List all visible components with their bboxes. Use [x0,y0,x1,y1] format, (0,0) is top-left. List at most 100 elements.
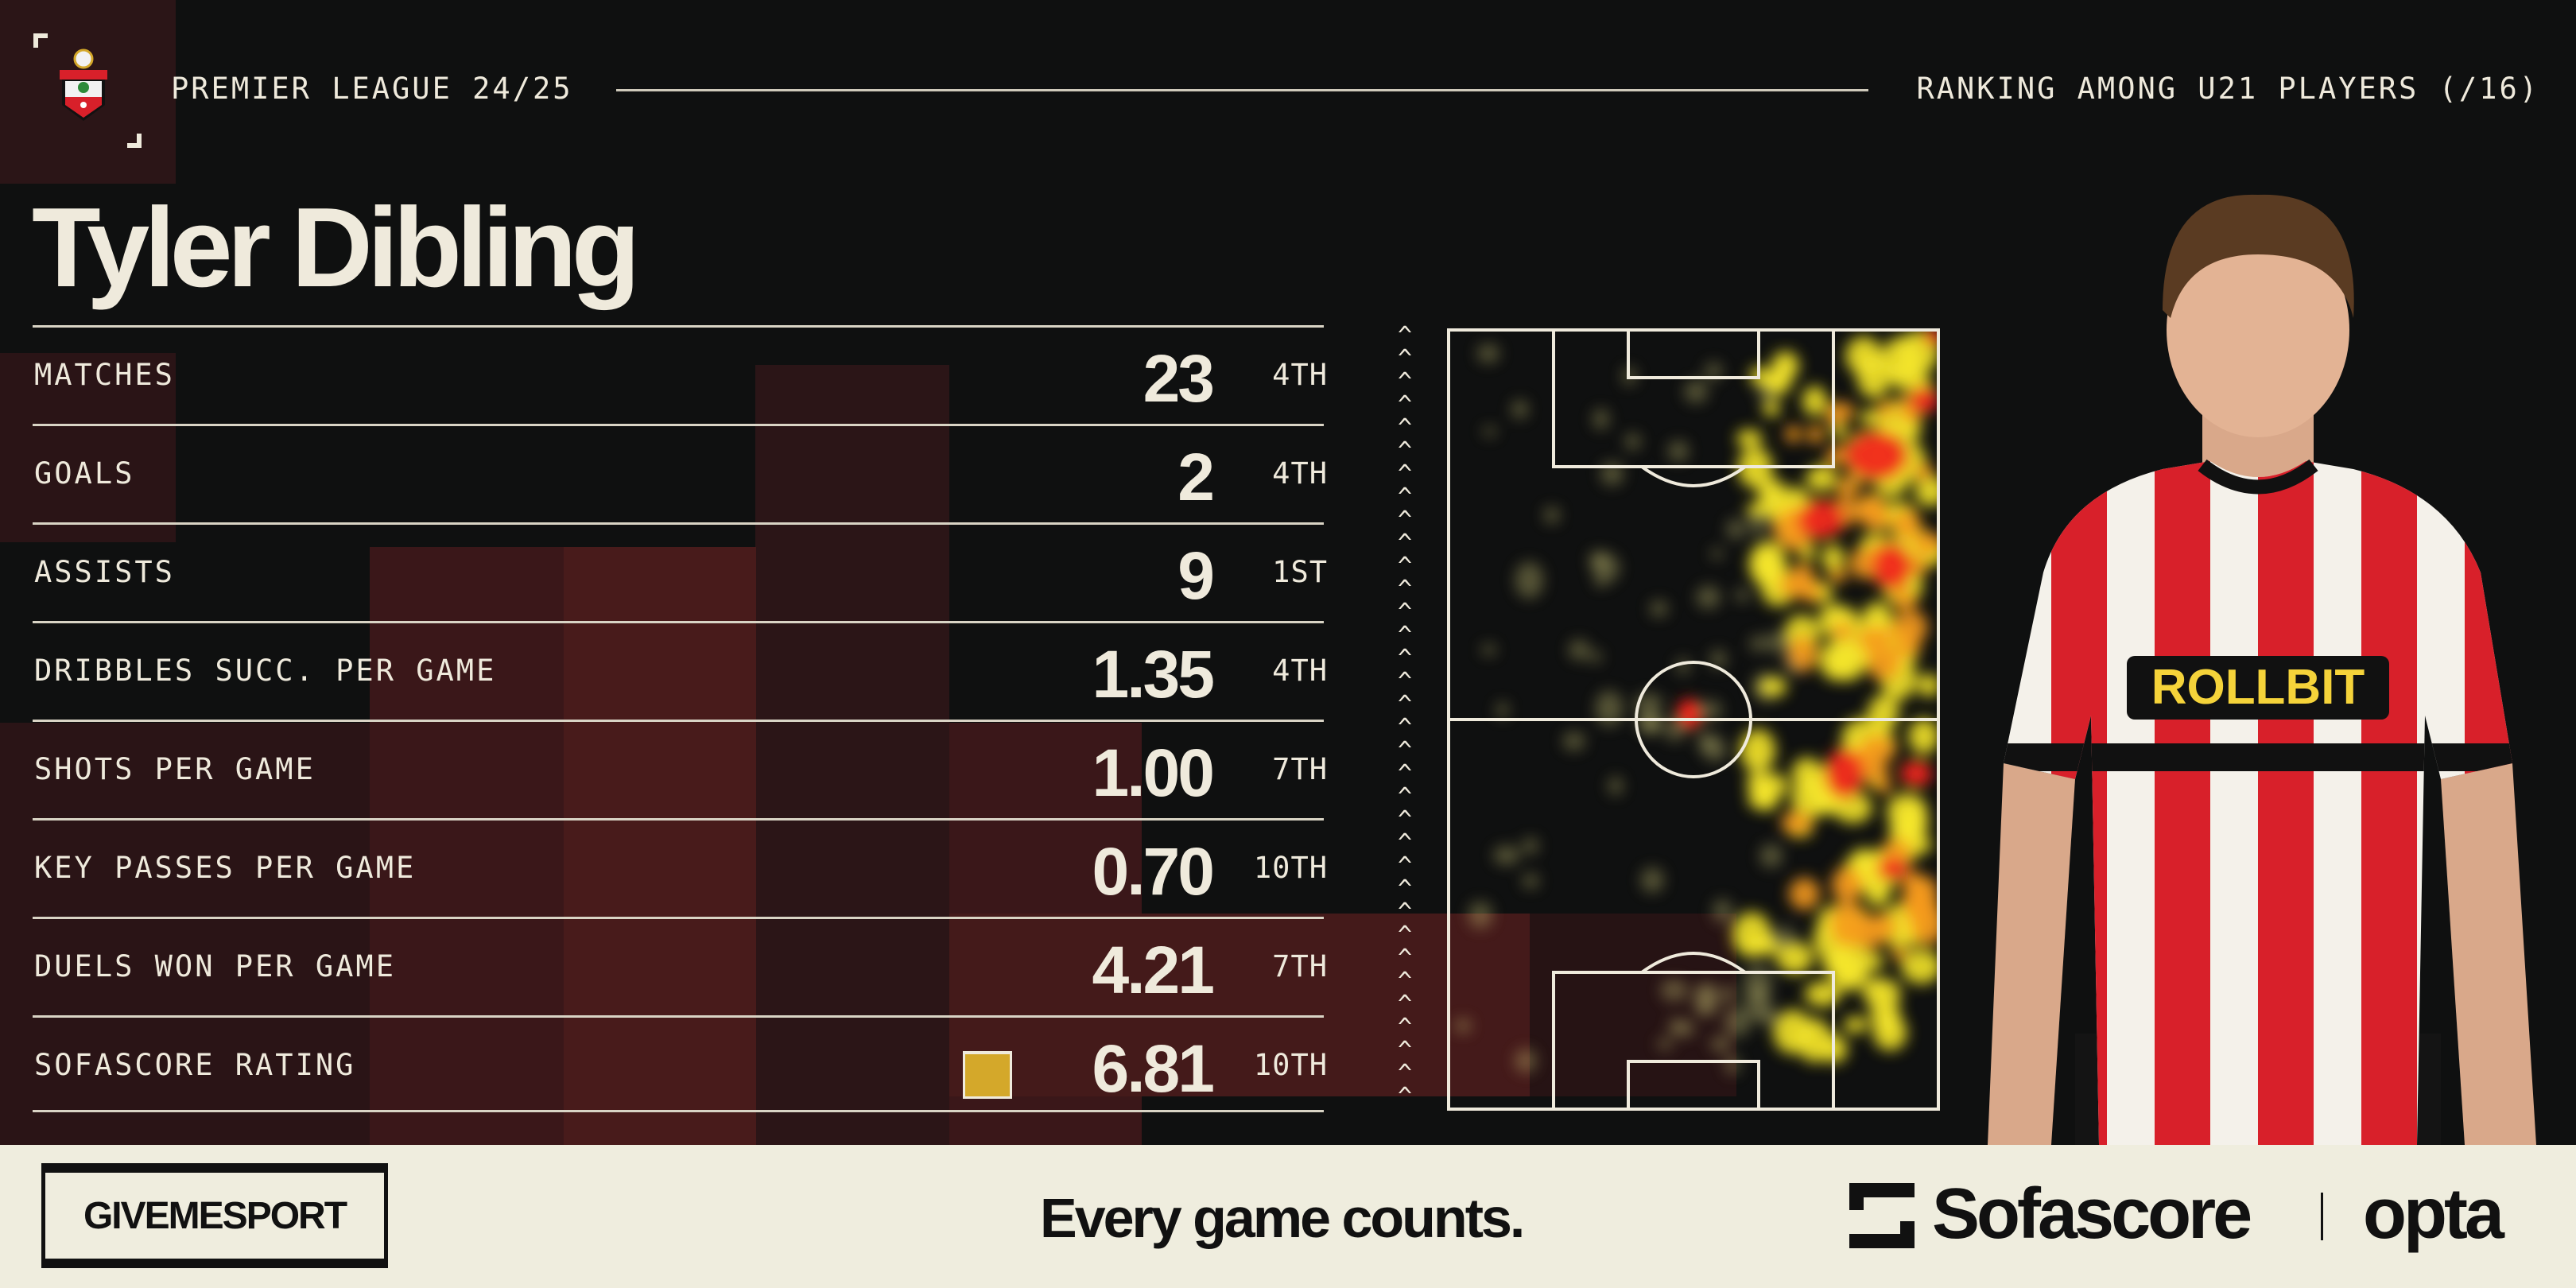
heat-spot [1703,736,1727,762]
footer: GIVEMESPORT Every game counts. Sofascore… [0,1145,2576,1288]
stat-value: 23 [1143,341,1215,416]
heat-spot [1802,386,1827,417]
stat-label: SHOTS PER GAME [34,752,316,786]
stat-row-duels: DUELS WON PER GAME 4.21 7TH [33,917,1327,1015]
stat-value: 1.00 [1092,735,1215,810]
heat-spot [1713,898,1732,923]
heat-spot [1676,658,1690,675]
heat-spot [1492,845,1520,866]
chevron-up-icon: ^ [1397,483,1413,511]
heat-spot [1826,402,1855,422]
stat-rank: 4TH [1272,654,1328,688]
chevron-up-icon: ^ [1397,460,1413,488]
stat-row-dribbles: DRIBBLES SUCC. PER GAME 1.35 4TH [33,621,1327,720]
heat-spot [1773,1009,1813,1054]
heat-spot [1821,544,1845,572]
sofascore-icon [1849,1183,1915,1248]
heat-spot [1913,463,1934,481]
heat-spot [1589,650,1603,663]
heat-spot [1776,941,1814,975]
chevron-up-icon: ^ [1397,576,1413,603]
heat-spot [1736,429,1763,448]
chevron-up-icon: ^ [1397,368,1413,396]
heat-spot [1895,803,1929,844]
heat-spot [1710,548,1724,560]
chevron-up-icon: ^ [1397,945,1413,972]
heat-spot [1640,867,1664,893]
heat-spot [1901,949,1940,984]
heat-spot [1807,425,1824,444]
heat-spot [1797,499,1845,540]
stat-row-shots: SHOTS PER GAME 1.00 7TH [33,720,1327,818]
player-name: Tyler Dibling [32,184,640,311]
stat-label: MATCHES [34,358,175,392]
heat-spot [1684,380,1709,404]
heat-spot [1872,542,1912,592]
heat-spot [1758,489,1784,517]
heat-spot [1852,848,1872,874]
stat-rank: 7TH [1272,752,1328,786]
heat-spot [1825,747,1864,800]
heat-spot [1594,577,1608,587]
chevron-up-icon: ^ [1397,437,1413,465]
chevron-up-icon: ^ [1397,553,1413,580]
chevron-up-icon: ^ [1397,1060,1413,1088]
tagline: Every game counts. [1040,1187,1525,1249]
stat-rank: 4TH [1272,358,1328,392]
heat-spot [1677,698,1702,730]
bg-block [0,723,370,1145]
heat-spot [1705,362,1723,381]
heat-spot [1735,588,1751,603]
heat-spot [1624,433,1641,451]
heat-spot [1589,550,1608,569]
heat-spot [1876,857,1908,881]
stat-row-key-passes: KEY PASSES PER GAME 0.70 10TH [33,818,1327,917]
heat-spot [1515,561,1544,599]
heat-spot [1522,837,1539,855]
heat-spot [1748,788,1775,810]
heat-spot [1870,999,1901,1032]
heat-spot [1748,512,1767,536]
chevron-up-icon: ^ [1397,506,1413,534]
bg-block [949,914,1530,1096]
heat-spot [1845,430,1908,481]
heat-spot [1784,425,1802,443]
heat-spot [1791,562,1814,591]
stat-row-rating: SOFASCORE RATING 6.81 10TH [33,1015,1327,1114]
stat-rank: 10TH [1253,1048,1328,1082]
heat-spot [1892,610,1928,645]
stat-label: ASSISTS [34,555,175,589]
pitch-lines [1447,328,1940,1111]
bg-block [0,353,176,542]
stat-rank: 1ST [1272,555,1328,589]
chevron-up-icon: ^ [1397,645,1413,673]
chevron-up-icon: ^ [1397,806,1413,834]
bg-block [564,547,756,1145]
heat-spot [1891,947,1908,960]
heat-spot [1608,776,1624,796]
opta-logo: opta [2363,1174,2504,1254]
heat-spot [1657,1038,1674,1050]
heatmap [1454,328,1940,1075]
heat-spot [1696,585,1721,609]
ranking-title: RANKING AMONG U21 PLAYERS (/16) [1916,72,2539,106]
publisher-logo: GIVEMESPORT [41,1163,388,1268]
stat-label: SOFASCORE RATING [34,1048,356,1082]
stat-value: 9 [1177,538,1215,613]
stat-label: GOALS [34,456,135,491]
stat-label: DRIBBLES SUCC. PER GAME [34,654,497,688]
stat-rank: 10TH [1253,851,1328,885]
heat-spot [1481,644,1497,656]
heat-spot [1781,810,1813,835]
heat-spot [1829,902,1868,948]
heat-spot [1787,635,1818,673]
heat-spot [1863,759,1890,784]
heat-spot [1915,475,1940,507]
heat-spot [1788,877,1820,910]
heat-spot [1698,700,1723,720]
heat-spot [1835,476,1860,499]
heat-spot [1511,400,1529,419]
chevron-up-icon: ^ [1397,760,1413,788]
heat-spot [1743,964,1772,1001]
heat-spot [1468,901,1492,929]
